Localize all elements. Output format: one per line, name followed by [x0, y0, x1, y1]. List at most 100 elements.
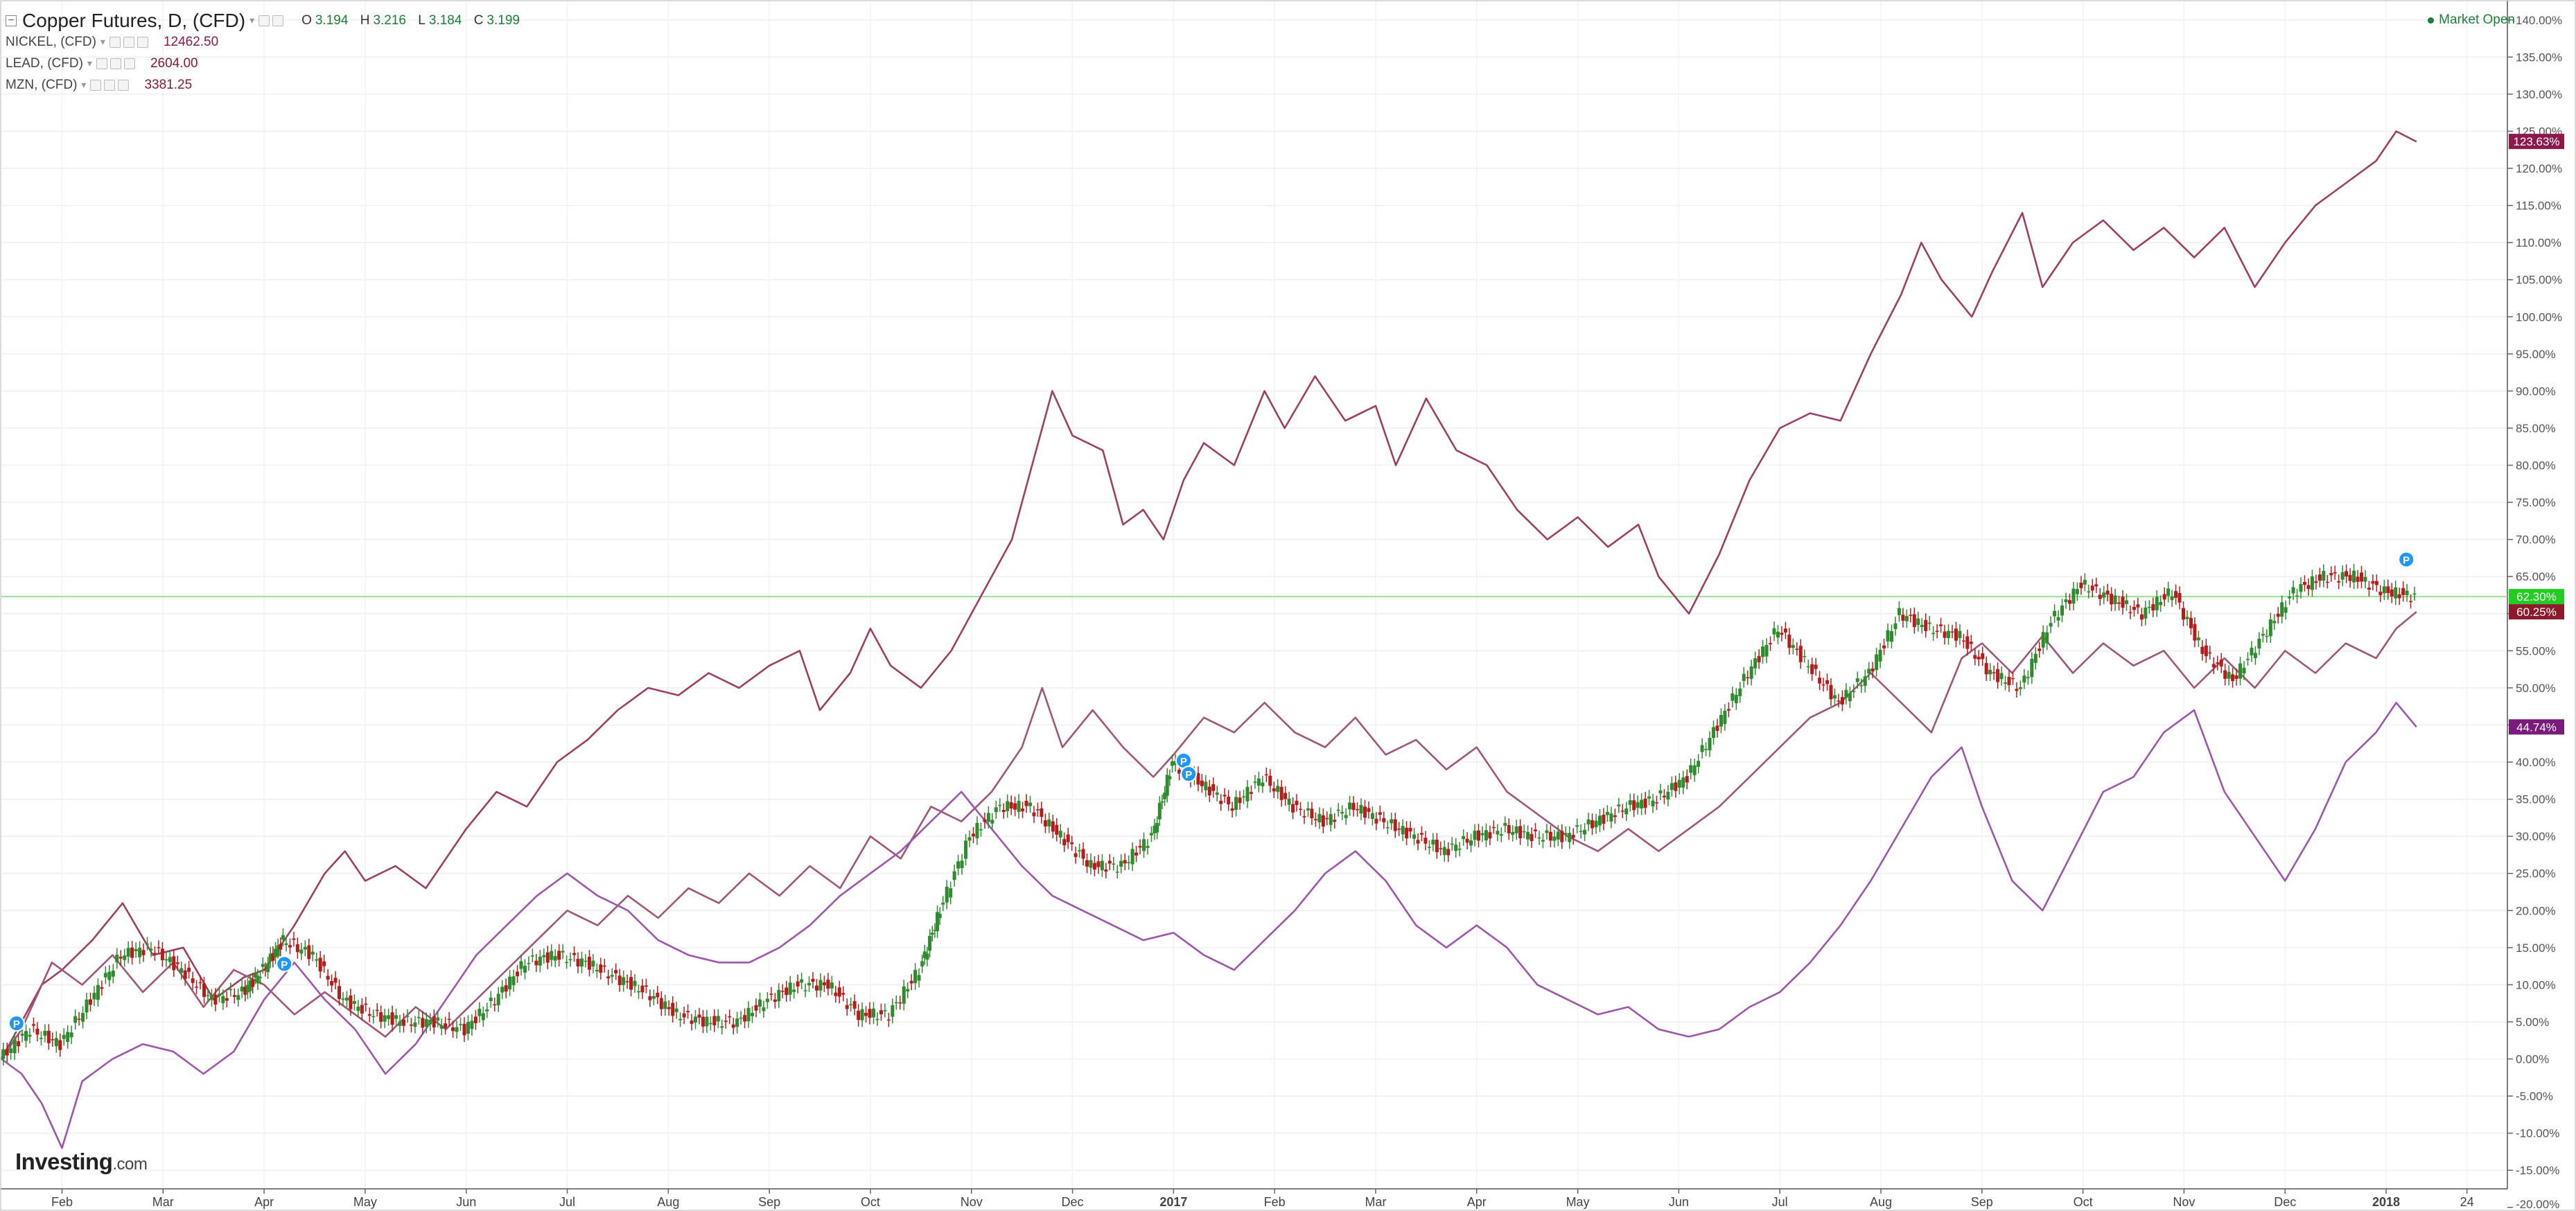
candle-body: [198, 982, 202, 984]
candle-body: [849, 1004, 853, 1006]
candle-body: [1473, 831, 1477, 840]
series-line-0: [0, 130, 2417, 1060]
settings-icon[interactable]: [90, 79, 102, 91]
candle-body: [1055, 824, 1059, 835]
candle-body: [1488, 832, 1492, 839]
hide-icon[interactable]: [104, 79, 116, 91]
candle-body: [213, 994, 218, 1005]
candle-body: [1416, 840, 1420, 844]
candle-body: [1268, 775, 1272, 786]
candle-body: [2265, 635, 2269, 637]
candle-body: [2105, 590, 2110, 595]
candle-body: [1393, 819, 1397, 831]
candle-body: [640, 985, 645, 993]
legend-symbol: NICKEL, (CFD): [6, 34, 96, 49]
candle-body: [504, 985, 508, 992]
close-icon[interactable]: [123, 58, 135, 69]
candle-body: [221, 996, 225, 1004]
candle-body: [1825, 680, 1830, 684]
candle-body: [625, 981, 629, 982]
candle-body: [330, 981, 334, 986]
candle-body: [256, 975, 260, 984]
candle-body: [1024, 800, 1028, 806]
close-icon[interactable]: [137, 36, 148, 48]
candle-body: [2060, 606, 2065, 616]
candle-body: [1378, 812, 1382, 815]
hide-icon[interactable]: [123, 36, 134, 48]
candle-body: [1568, 833, 1572, 842]
candle-body: [1984, 663, 1988, 675]
candle-body: [2144, 607, 2148, 619]
hide-icon[interactable]: [109, 58, 121, 69]
candle-body: [1507, 824, 1511, 833]
candle-body: [1397, 829, 1401, 830]
chevron-down-icon[interactable]: ▾: [87, 58, 92, 69]
candle-body: [1435, 839, 1439, 853]
legend-row-lead[interactable]: LEAD, (CFD) ▾ 2604.00: [6, 53, 528, 74]
candle-body: [1904, 616, 1909, 621]
candle-body: [28, 1034, 32, 1037]
candle-body: [1503, 822, 1507, 826]
candle-body: [43, 1030, 47, 1036]
candle-body: [1674, 782, 1678, 791]
candle-body: [261, 964, 265, 967]
candle-body: [530, 955, 534, 957]
candle-body: [303, 946, 307, 950]
candle-body: [279, 944, 283, 950]
chevron-down-icon[interactable]: ▾: [81, 79, 87, 90]
candle-body: [1708, 738, 1712, 751]
candle-body: [1374, 818, 1378, 824]
candle-body: [2015, 689, 2019, 691]
candle-body: [2333, 572, 2337, 574]
chevron-down-icon[interactable]: ▾: [249, 15, 255, 26]
candle-body: [164, 959, 168, 961]
candle-body: [2390, 589, 2394, 596]
candle-body: [1155, 822, 1159, 833]
candle-body: [1859, 684, 1864, 687]
chart-title: Copper Futures, D, (CFD): [22, 9, 246, 31]
candle-body: [100, 987, 104, 989]
candle-body: [2166, 588, 2171, 596]
candle-body: [1423, 838, 1428, 844]
candle-body: [1310, 808, 1314, 819]
candle-body: [1070, 842, 1074, 845]
candle-body: [925, 953, 929, 960]
candle-body: [1100, 860, 1104, 871]
candle-body: [1, 1049, 6, 1059]
x-tick-label: 2018: [2372, 1195, 2400, 1209]
candle-body: [1092, 863, 1096, 870]
settings-icon[interactable]: [109, 36, 121, 48]
candle-body: [1299, 808, 1303, 810]
legend-row-mzn[interactable]: MZN, (CFD) ▾ 3381.25: [6, 74, 528, 96]
hide-icon[interactable]: [272, 15, 284, 26]
candle-body: [1981, 653, 1985, 660]
candle-body: [2117, 602, 2121, 604]
candle-body: [1454, 845, 1458, 851]
candle-body: [690, 1020, 694, 1024]
candle-body: [447, 1018, 451, 1020]
candle-body: [2363, 576, 2367, 582]
legend-row-nickel[interactable]: NICKEL, (CFD) ▾ 12462.50: [6, 31, 528, 53]
close-icon[interactable]: [118, 79, 130, 91]
candle-body: [818, 980, 823, 991]
x-tick-label: Oct: [2074, 1195, 2093, 1209]
candle-body: [757, 999, 762, 1007]
settings-icon[interactable]: [96, 58, 107, 69]
y-tick-label: 30.00%: [2516, 830, 2556, 843]
candle-body: [1575, 825, 1579, 827]
x-tick-label: Feb: [1264, 1195, 1286, 1209]
candle-body: [69, 1032, 73, 1038]
candle-body: [141, 950, 146, 955]
candle-body: [1602, 814, 1606, 824]
status-dot-icon: [2428, 17, 2435, 24]
candle-body: [1367, 808, 1371, 813]
collapse-icon[interactable]: −: [6, 15, 17, 26]
candle-body: [88, 999, 92, 1005]
candle-body: [1526, 831, 1530, 840]
settings-icon[interactable]: [259, 15, 270, 26]
candle-body: [1431, 840, 1435, 845]
chevron-down-icon[interactable]: ▾: [100, 36, 105, 47]
candle-body: [2182, 608, 2186, 620]
candle-body: [1390, 819, 1394, 824]
